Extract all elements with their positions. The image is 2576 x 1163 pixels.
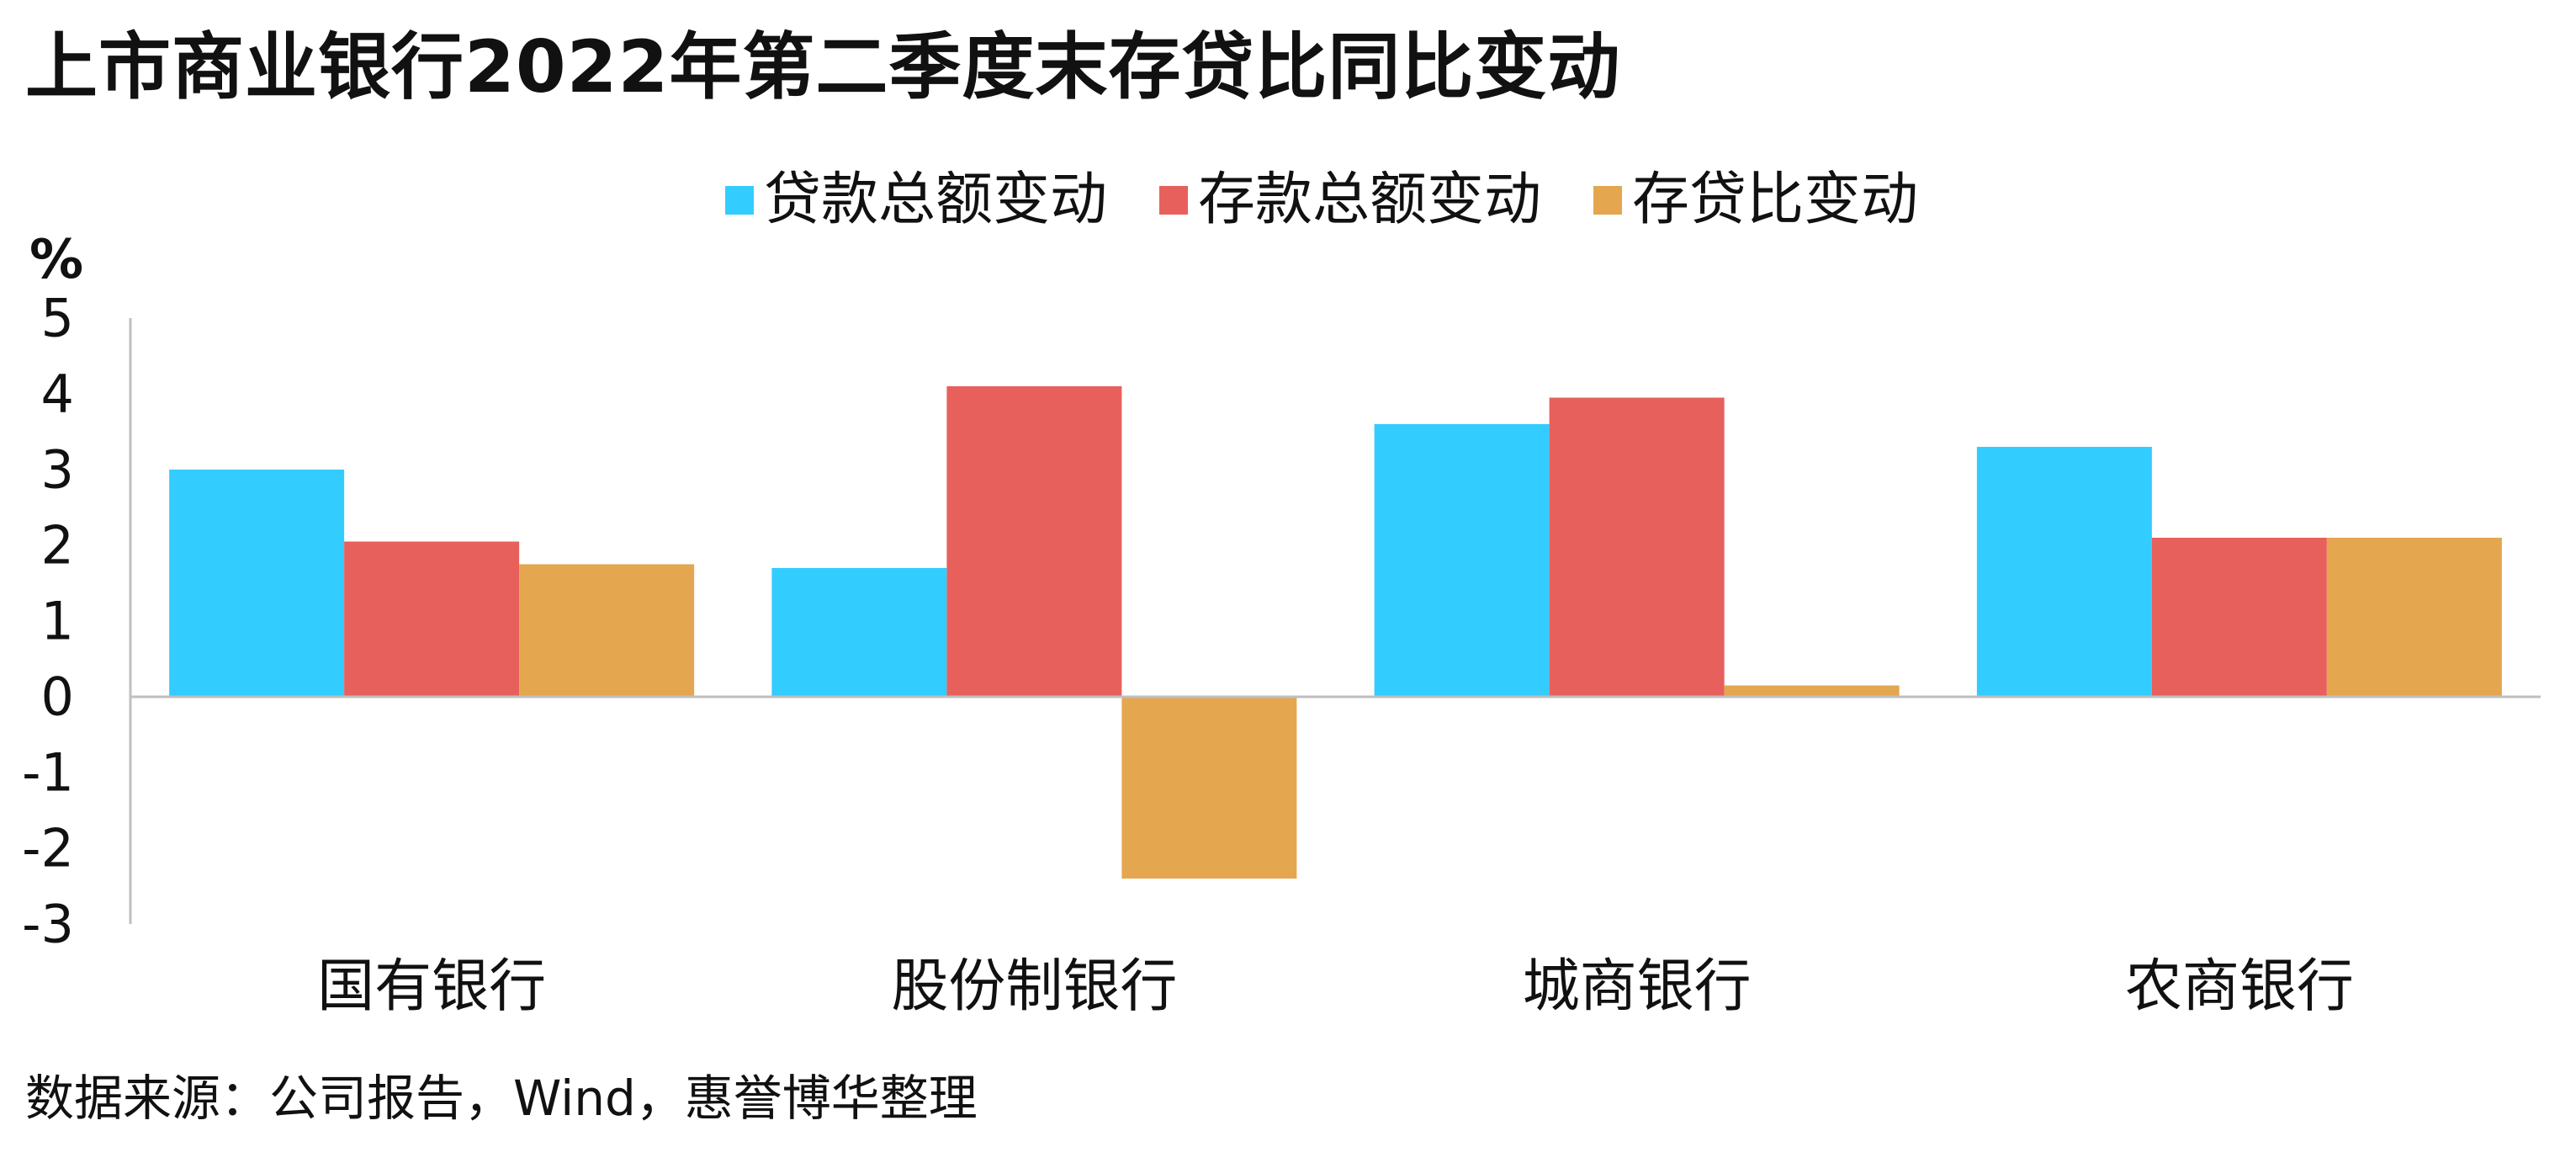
x-category-label: 股份制银行: [891, 953, 1177, 1020]
bar: [1724, 685, 1900, 697]
y-tick-label: -3: [22, 894, 74, 955]
legend: 贷款总额变动 存款总额变动 存贷比变动: [0, 158, 2576, 242]
legend-item-deposits: 存款总额变动: [1158, 158, 1541, 242]
bar: [1374, 424, 1550, 697]
x-category-label: 城商银行: [1523, 953, 1752, 1020]
bar: [946, 386, 1122, 697]
bar: [1549, 397, 1725, 697]
legend-item-loans: 贷款总额变动: [724, 158, 1107, 242]
bar: [771, 568, 947, 697]
legend-swatch-ldr: [1593, 186, 1622, 215]
y-tick-label: -2: [22, 818, 74, 879]
legend-label-loans: 贷款总额变动: [763, 167, 1107, 233]
bar: [519, 564, 695, 697]
bar: [169, 470, 345, 697]
legend-swatch-loans: [724, 186, 754, 215]
y-tick-label: 4: [41, 364, 74, 425]
legend-label-ldr: 存贷比变动: [1632, 167, 1919, 233]
legend-swatch-deposits: [1158, 186, 1188, 215]
bar: [2326, 538, 2502, 697]
y-axis-unit-label: %: [29, 229, 83, 291]
source-note: 数据来源：公司报告，Wind，惠誉博华整理: [25, 1070, 978, 1127]
y-tick-label: 5: [41, 288, 74, 349]
y-tick-label: 2: [41, 515, 74, 576]
chart-title: 上市商业银行2022年第二季度末存贷比同比变动: [25, 25, 1621, 109]
bar: [2151, 538, 2327, 697]
legend-item-ldr: 存贷比变动: [1593, 158, 1918, 242]
x-category-label: 国有银行: [317, 953, 546, 1020]
legend-label-deposits: 存款总额变动: [1197, 167, 1541, 233]
x-category-label: 农商银行: [2125, 953, 2354, 1020]
y-tick-label: 1: [41, 591, 74, 652]
bar: [1121, 697, 1297, 879]
bar: [1976, 447, 2152, 697]
y-tick-label: 3: [41, 439, 74, 501]
y-tick-label: 0: [41, 666, 74, 728]
y-tick-label: -1: [22, 742, 74, 804]
bar: [344, 541, 520, 697]
